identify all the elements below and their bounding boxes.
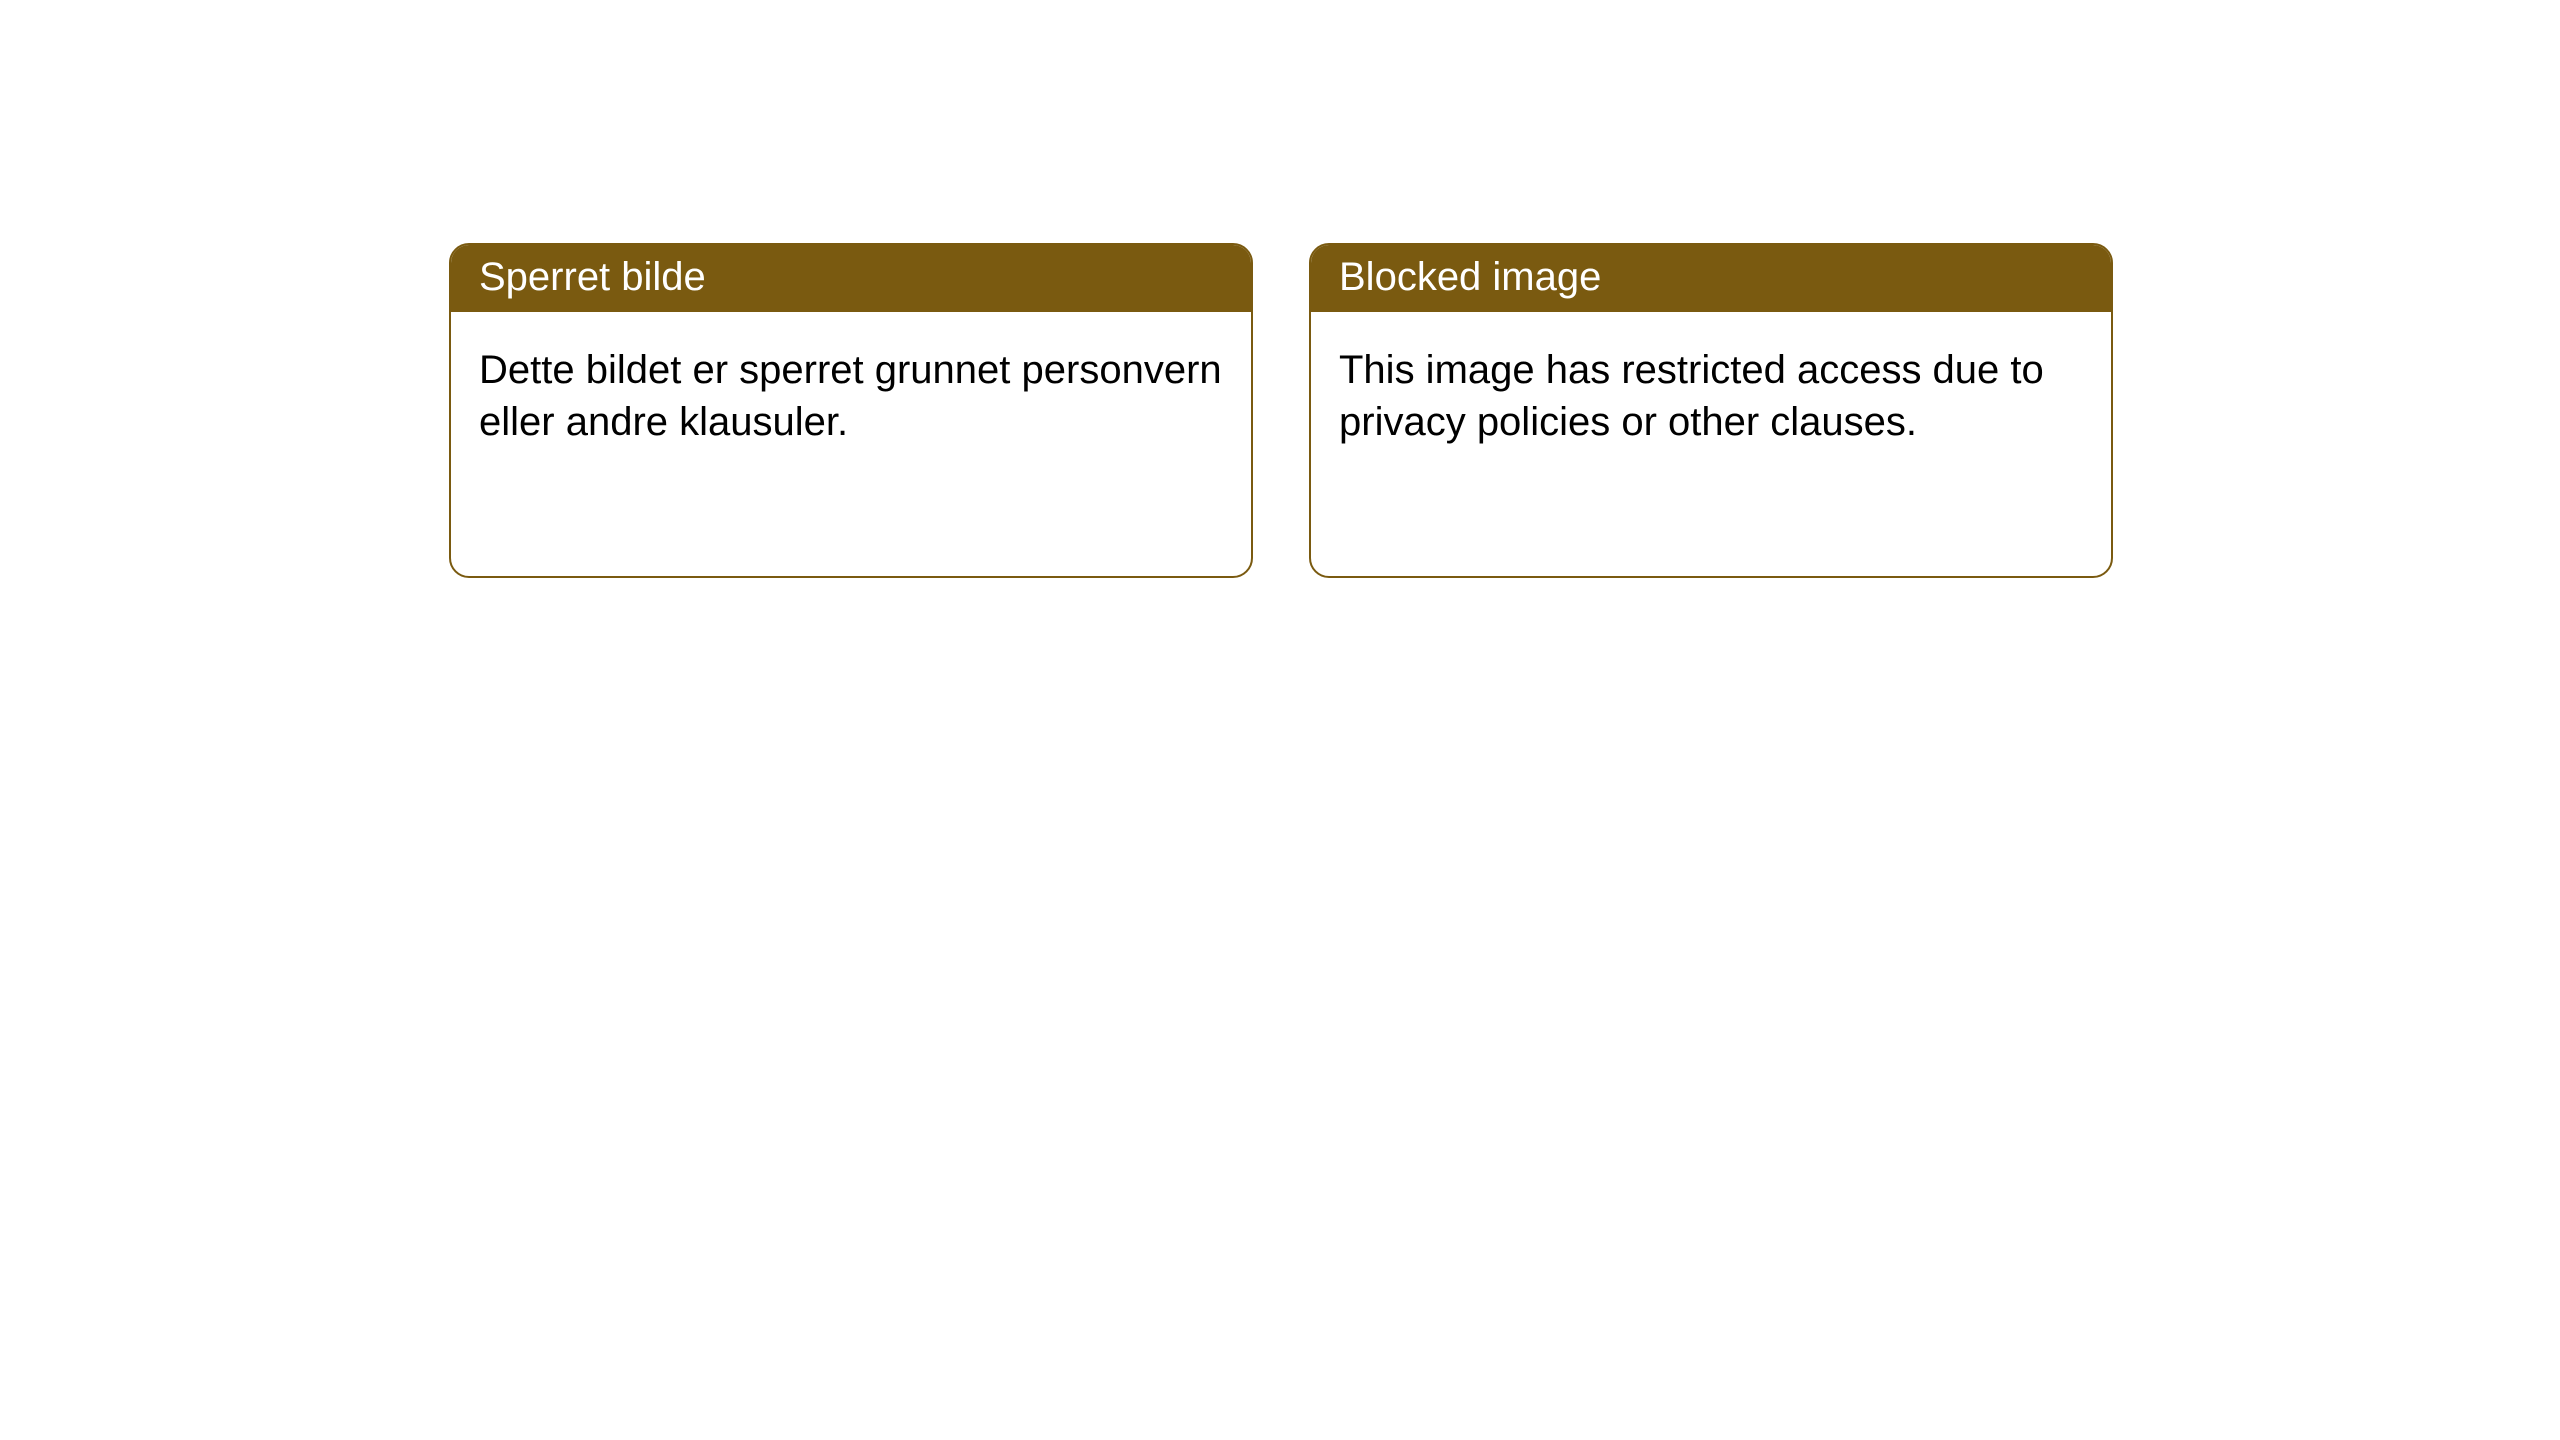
notice-body: This image has restricted access due to … <box>1311 312 2111 480</box>
notice-card-english: Blocked image This image has restricted … <box>1309 243 2113 578</box>
notice-header: Blocked image <box>1311 245 2111 312</box>
notice-card-norwegian: Sperret bilde Dette bildet er sperret gr… <box>449 243 1253 578</box>
notice-container: Sperret bilde Dette bildet er sperret gr… <box>0 0 2560 578</box>
notice-header: Sperret bilde <box>451 245 1251 312</box>
notice-text: This image has restricted access due to … <box>1339 348 2044 444</box>
notice-title: Sperret bilde <box>479 255 706 299</box>
notice-title: Blocked image <box>1339 255 1601 299</box>
notice-text: Dette bildet er sperret grunnet personve… <box>479 348 1222 444</box>
notice-body: Dette bildet er sperret grunnet personve… <box>451 312 1251 480</box>
